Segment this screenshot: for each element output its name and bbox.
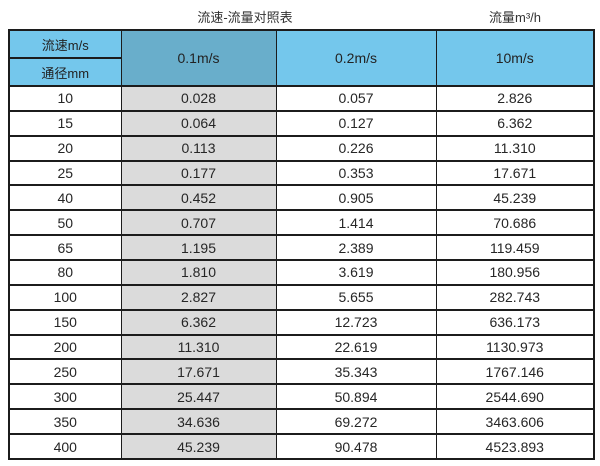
- flow-value-cell: 1.414: [275, 209, 437, 237]
- flow-value-cell: 0.353: [275, 159, 437, 187]
- table-row: 150 6.362 12.723 636.173: [8, 308, 595, 336]
- table-row: 25 0.177 0.353 17.671: [8, 159, 595, 187]
- flow-value-cell: 2.826: [435, 85, 595, 112]
- flow-unit-label: 流量m³/h: [488, 10, 541, 25]
- flow-value-cell: 3463.606: [435, 408, 595, 436]
- table-row: 40 0.452 0.905 45.239: [8, 184, 595, 212]
- flow-value-cell: 4523.893: [435, 433, 595, 460]
- diameter-cell: 50: [8, 209, 122, 237]
- table-body: 10 0.028 0.057 2.826 15 0.064 0.127 6.362 20 0.11…: [8, 85, 595, 460]
- flow-value-cell: 17.671: [120, 358, 277, 386]
- flow-value-cell: 70.686: [435, 209, 595, 237]
- flow-value-cell: 69.272: [275, 408, 437, 436]
- flow-value-cell: 0.707: [120, 209, 277, 237]
- table-row: 10 0.028 0.057 2.826: [8, 85, 595, 112]
- flow-rate-table: 流速m/s 0.1m/s 0.2m/s 10m/s 通径mm 10 0.028 0.…: [8, 29, 595, 460]
- flow-value-cell: 34.636: [120, 408, 277, 436]
- table-row: 400 45.239 90.478 4523.893: [8, 433, 595, 460]
- diameter-cell: 40: [8, 184, 122, 212]
- flow-value-cell: 45.239: [120, 433, 277, 460]
- flow-value-cell: 0.226: [275, 134, 437, 162]
- flow-value-cell: 11.310: [435, 134, 595, 162]
- flow-value-cell: 180.956: [435, 259, 595, 286]
- header-velocity-label: 流速m/s: [8, 29, 122, 59]
- flow-value-cell: 35.343: [275, 358, 437, 386]
- table-row: 15 0.064 0.127 6.362: [8, 109, 595, 137]
- diameter-cell: 100: [8, 283, 122, 311]
- flow-value-cell: 2544.690: [435, 383, 595, 411]
- table-row: 200 11.310 22.619 1130.973: [8, 333, 595, 361]
- table-row: 20 0.113 0.226 11.310: [8, 134, 595, 162]
- flow-value-cell: 2.827: [120, 283, 277, 311]
- flow-value-cell: 50.894: [275, 383, 437, 411]
- flow-value-cell: 0.452: [120, 184, 277, 212]
- header-row-top: 流速m/s 0.1m/s 0.2m/s 10m/s: [8, 29, 595, 87]
- flow-value-cell: 6.362: [120, 308, 277, 336]
- flow-value-cell: 1.810: [120, 259, 277, 286]
- table-title: 流速-流量对照表: [197, 10, 293, 25]
- flow-value-cell: 636.173: [435, 308, 595, 336]
- diameter-cell: 250: [8, 358, 122, 386]
- table-row: 100 2.827 5.655 282.743: [8, 283, 595, 311]
- diameter-cell: 200: [8, 333, 122, 361]
- flow-value-cell: 2.389: [275, 234, 437, 262]
- flow-value-cell: 6.362: [435, 109, 595, 137]
- diameter-cell: 400: [8, 433, 122, 460]
- diameter-cell: 15: [8, 109, 122, 137]
- flow-value-cell: 25.447: [120, 383, 277, 411]
- flow-value-cell: 45.239: [435, 184, 595, 212]
- diameter-cell: 20: [8, 134, 122, 162]
- diameter-cell: 65: [8, 234, 122, 262]
- diameter-cell: 25: [8, 159, 122, 187]
- flow-value-cell: 119.459: [435, 234, 595, 262]
- flow-value-cell: 22.619: [275, 333, 437, 361]
- flow-value-cell: 282.743: [435, 283, 595, 311]
- diameter-cell: 150: [8, 308, 122, 336]
- flow-value-cell: 1767.146: [435, 358, 595, 386]
- flow-value-cell: 12.723: [275, 308, 437, 336]
- flow-value-cell: 5.655: [275, 283, 437, 311]
- flow-value-cell: 17.671: [435, 159, 595, 187]
- table-header: 流速m/s 0.1m/s 0.2m/s 10m/s 通径mm: [8, 29, 595, 87]
- header-diameter-label: 通径mm: [8, 57, 122, 87]
- table-row: 350 34.636 69.272 3463.606: [8, 408, 595, 436]
- table-row: 250 17.671 35.343 1767.146: [8, 358, 595, 386]
- flow-value-cell: 0.127: [275, 109, 437, 137]
- flow-value-cell: 11.310: [120, 333, 277, 361]
- flow-value-cell: 1.195: [120, 234, 277, 262]
- header-row-bottom: 通径mm: [8, 57, 594, 87]
- header-column-0-2ms: 0.2m/s: [275, 29, 437, 87]
- flow-value-cell: 0.113: [120, 134, 277, 162]
- flow-value-cell: 3.619: [275, 259, 437, 286]
- flow-value-cell: 90.478: [275, 433, 437, 460]
- table-row: 300 25.447 50.894 2544.690: [8, 383, 595, 411]
- flow-value-cell: 0.057: [275, 85, 437, 112]
- diameter-cell: 350: [8, 408, 122, 436]
- diameter-cell: 300: [8, 383, 122, 411]
- diameter-cell: 80: [8, 259, 122, 286]
- flow-value-cell: 1130.973: [435, 333, 595, 361]
- header-column-10ms: 10m/s: [435, 29, 595, 87]
- table-row: 80 1.810 3.619 180.956: [8, 259, 595, 286]
- flow-value-cell: 0.177: [120, 159, 277, 187]
- flow-value-cell: 0.064: [120, 109, 277, 137]
- diameter-cell: 10: [8, 85, 122, 112]
- title-bar: 流速-流量对照表 流量m³/h: [0, 0, 600, 29]
- table-row: 65 1.195 2.389 119.459: [8, 234, 595, 262]
- header-column-0-1ms: 0.1m/s: [120, 29, 277, 87]
- flow-value-cell: 0.028: [120, 85, 277, 112]
- flow-value-cell: 0.905: [275, 184, 437, 212]
- table-row: 50 0.707 1.414 70.686: [8, 209, 595, 237]
